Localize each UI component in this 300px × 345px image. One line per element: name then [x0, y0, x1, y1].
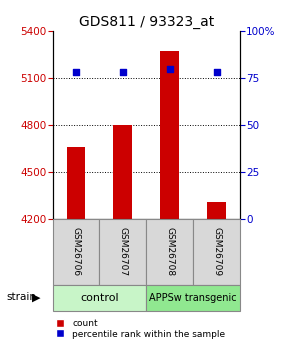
Bar — [146, 219, 193, 285]
Legend: count, percentile rank within the sample: count, percentile rank within the sample — [48, 315, 229, 342]
Text: GSM26709: GSM26709 — [212, 227, 221, 276]
Point — [74, 70, 78, 75]
Text: APPSw transgenic: APPSw transgenic — [149, 293, 237, 303]
Bar — [52, 285, 146, 310]
Text: GSM26706: GSM26706 — [71, 227, 80, 276]
Bar — [193, 219, 240, 285]
Point — [167, 66, 172, 71]
Bar — [160, 51, 179, 219]
Text: control: control — [80, 293, 119, 303]
Bar — [99, 219, 146, 285]
Bar — [146, 285, 240, 310]
Point — [214, 70, 219, 75]
Bar — [113, 125, 132, 219]
Text: GSM26707: GSM26707 — [118, 227, 127, 276]
Text: strain: strain — [6, 293, 36, 302]
Point — [120, 70, 125, 75]
Text: GSM26708: GSM26708 — [165, 227, 174, 276]
Title: GDS811 / 93323_at: GDS811 / 93323_at — [79, 14, 214, 29]
Bar — [67, 147, 85, 219]
Text: ▶: ▶ — [32, 293, 40, 303]
Bar — [52, 219, 99, 285]
Bar — [207, 202, 226, 219]
